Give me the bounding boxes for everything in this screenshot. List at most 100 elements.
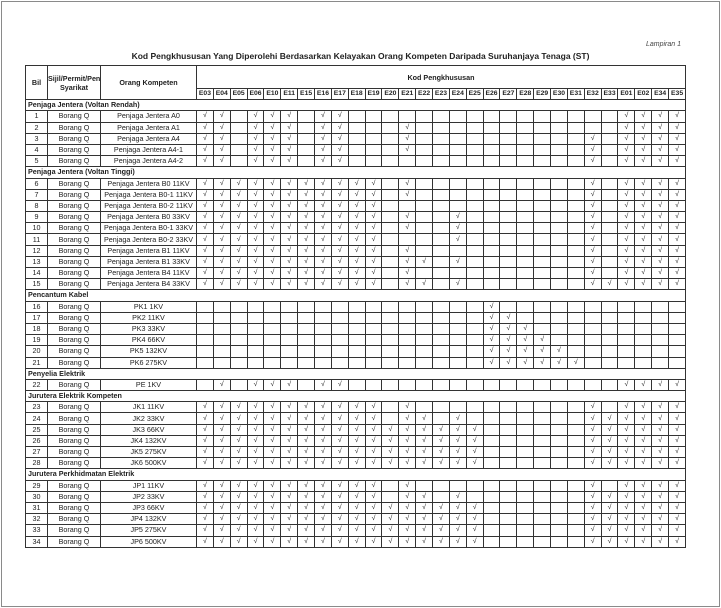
check-mark-icon: √ xyxy=(330,143,349,157)
check-mark-icon: √ xyxy=(398,177,417,190)
code-header-e24: E24 xyxy=(448,87,467,101)
header-sijil: Sijil/Permit/Pendaftaran Syarikat xyxy=(47,64,101,101)
empty-cell xyxy=(415,110,434,123)
table-row: 24 Borang Q JK2 33KV √ √ √ √ √ √ √ √ √ √ √ √ √ √ √ √ √ √ √ √ xyxy=(25,412,687,425)
empty-cell xyxy=(499,434,518,448)
check-mark-icon: √ xyxy=(668,188,687,201)
check-mark-icon: √ xyxy=(651,501,670,515)
check-mark-icon: √ xyxy=(617,445,636,459)
empty-cell xyxy=(381,278,400,291)
check-mark-icon: √ xyxy=(347,188,366,201)
check-mark-icon: √ xyxy=(347,222,366,235)
cell-bil: 23 xyxy=(25,401,48,414)
empty-cell xyxy=(566,378,585,392)
check-mark-icon: √ xyxy=(196,177,214,190)
check-mark-icon: √ xyxy=(297,255,316,269)
check-mark-icon: √ xyxy=(415,434,434,448)
empty-cell xyxy=(482,199,501,213)
check-mark-icon: √ xyxy=(263,278,282,291)
empty-cell xyxy=(600,266,619,280)
table-row: 2 Borang Q Penjaga Jentera A1 √ √ √ √ √ √ √ √ √ √ √ √ xyxy=(25,121,687,134)
check-mark-icon: √ xyxy=(617,490,636,503)
cell-bil: 34 xyxy=(25,535,48,548)
empty-cell xyxy=(381,199,400,213)
check-mark-icon: √ xyxy=(600,412,619,425)
check-mark-icon: √ xyxy=(229,479,248,492)
empty-cell xyxy=(432,412,450,425)
check-mark-icon: √ xyxy=(347,199,366,213)
check-mark-icon: √ xyxy=(651,222,670,235)
empty-cell xyxy=(347,356,366,369)
empty-cell xyxy=(465,244,484,257)
check-mark-icon: √ xyxy=(651,188,670,201)
check-mark-icon: √ xyxy=(314,266,332,280)
empty-cell xyxy=(550,199,568,213)
check-mark-icon: √ xyxy=(448,233,467,246)
check-mark-icon: √ xyxy=(280,378,299,392)
check-mark-icon: √ xyxy=(196,535,214,548)
check-mark-icon: √ xyxy=(448,457,467,470)
empty-cell xyxy=(448,266,467,280)
check-mark-icon: √ xyxy=(600,278,619,291)
empty-cell xyxy=(583,322,602,336)
empty-cell xyxy=(347,378,366,392)
check-mark-icon: √ xyxy=(448,423,467,436)
empty-cell xyxy=(465,233,484,246)
check-mark-icon: √ xyxy=(347,244,366,257)
check-mark-icon: √ xyxy=(668,155,687,168)
empty-cell xyxy=(263,300,282,313)
empty-cell xyxy=(550,155,568,168)
empty-cell xyxy=(550,457,568,470)
cell-sijil: Borang Q xyxy=(47,266,101,280)
cell-sijil: Borang Q xyxy=(47,233,101,246)
empty-cell xyxy=(566,524,585,537)
empty-cell xyxy=(314,300,332,313)
empty-cell xyxy=(381,401,400,414)
check-mark-icon: √ xyxy=(263,457,282,470)
empty-cell xyxy=(432,143,450,157)
check-mark-icon: √ xyxy=(330,177,349,190)
check-mark-icon: √ xyxy=(465,445,484,459)
check-mark-icon: √ xyxy=(347,401,366,414)
check-mark-icon: √ xyxy=(229,244,248,257)
check-mark-icon: √ xyxy=(212,211,231,224)
check-mark-icon: √ xyxy=(465,524,484,537)
empty-cell xyxy=(583,356,602,369)
empty-cell xyxy=(516,188,535,201)
empty-cell xyxy=(600,401,619,414)
check-mark-icon: √ xyxy=(634,110,653,123)
code-header-e28: E28 xyxy=(516,87,535,101)
empty-cell xyxy=(280,322,299,336)
check-mark-icon: √ xyxy=(398,211,417,224)
cell-sijil: Borang Q xyxy=(47,211,101,224)
check-mark-icon: √ xyxy=(196,278,214,291)
check-mark-icon: √ xyxy=(634,233,653,246)
cell-orang: Penjaga Jentera B0 33KV xyxy=(100,211,197,224)
check-mark-icon: √ xyxy=(668,199,687,213)
empty-cell xyxy=(516,211,535,224)
empty-cell xyxy=(516,479,535,492)
check-mark-icon: √ xyxy=(347,211,366,224)
empty-cell xyxy=(634,322,653,336)
check-mark-icon: √ xyxy=(617,211,636,224)
check-mark-icon: √ xyxy=(448,211,467,224)
empty-cell xyxy=(465,311,484,324)
empty-cell xyxy=(314,311,332,324)
empty-cell xyxy=(533,513,552,526)
empty-cell xyxy=(583,121,602,134)
empty-cell xyxy=(566,155,585,168)
empty-cell xyxy=(499,445,518,459)
check-mark-icon: √ xyxy=(347,278,366,291)
code-header-e06: E06 xyxy=(246,87,265,101)
empty-cell xyxy=(566,423,585,436)
check-mark-icon: √ xyxy=(246,445,265,459)
empty-cell xyxy=(583,334,602,347)
empty-cell xyxy=(651,322,670,336)
code-header-e05: E05 xyxy=(229,87,248,101)
check-mark-icon: √ xyxy=(212,132,231,145)
cell-bil: 3 xyxy=(25,132,48,145)
code-header-e21: E21 xyxy=(398,87,417,101)
empty-cell xyxy=(482,244,501,257)
empty-cell xyxy=(533,255,552,269)
empty-cell xyxy=(229,345,248,358)
